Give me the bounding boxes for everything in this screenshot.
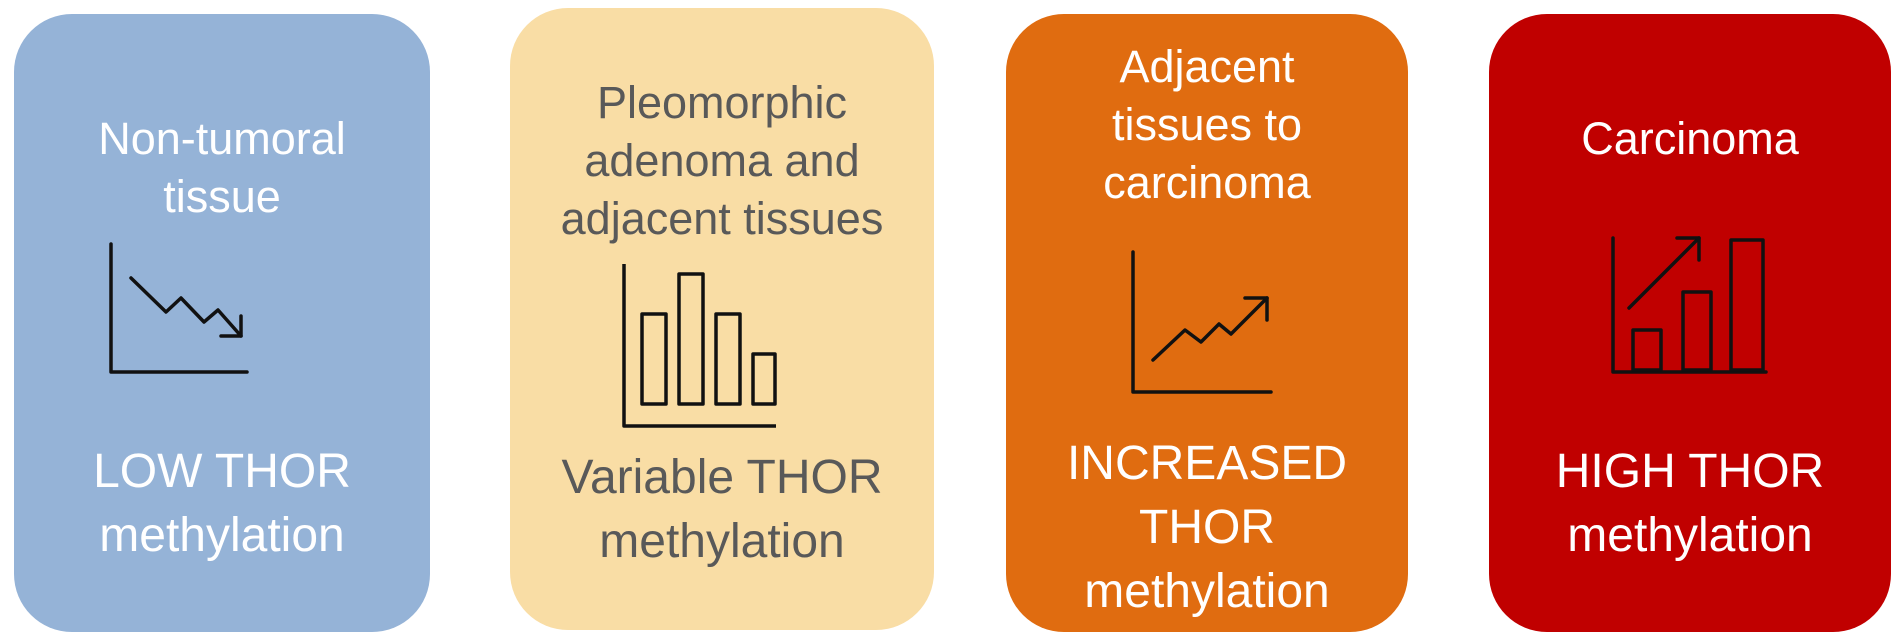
card-result: LOW THOR methylation: [93, 445, 351, 562]
card-title: Non-tumoral tissue: [98, 113, 346, 222]
card-non-tumoral-tissue: Non-tumoral tissue LOW THOR methylation: [14, 14, 430, 632]
line-chart-decreasing-icon: [109, 242, 249, 379]
card-result: INCREASED THOR methylation: [1066, 437, 1348, 618]
card-title: Adjacent tissues to carcinoma: [1103, 41, 1311, 208]
card-title: Pleomorphic adenoma and adjacent tissues: [560, 77, 884, 244]
bar-chart-increasing-icon: [1611, 220, 1769, 380]
card-title: Carcinoma: [1581, 113, 1799, 164]
card-result: Variable THOR methylation: [561, 451, 883, 568]
line-chart-increasing-icon: [1131, 250, 1273, 394]
card-adjacent-tissues-carcinoma: Adjacent tissues to carcinoma INCREASED …: [1006, 14, 1408, 632]
bar-chart-variable-icon: [622, 264, 777, 429]
card-result: HIGH THOR methylation: [1555, 445, 1825, 562]
card-carcinoma: Carcinoma HIGH THOR methylation: [1489, 14, 1891, 632]
card-pleomorphic-adenoma: Pleomorphic adenoma and adjacent tissues…: [510, 8, 934, 630]
